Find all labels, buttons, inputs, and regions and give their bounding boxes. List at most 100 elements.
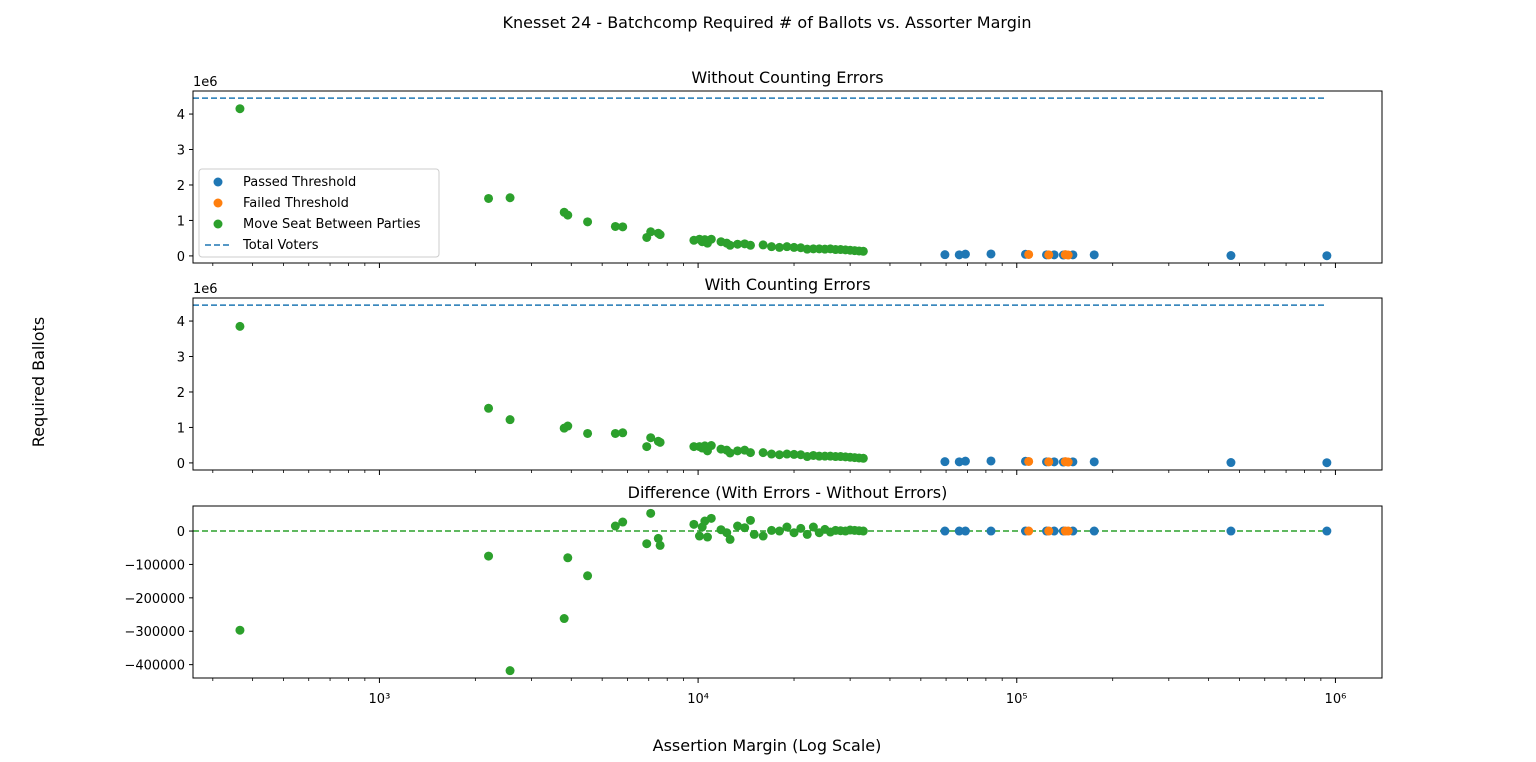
point-passed [954,526,964,536]
point-failed [1063,526,1073,536]
y-tick-label: 4 [177,315,185,330]
point-move [725,534,735,544]
y-tick-label: −200000 [124,592,185,607]
point-passed [960,249,970,259]
point-move [725,240,735,250]
point-move [583,571,593,581]
point-move [858,246,868,256]
point-move [642,442,652,452]
series-move [235,508,868,676]
panel-title: With Counting Errors [704,275,870,294]
point-failed [1044,457,1054,467]
series-move [235,104,868,256]
point-move [758,448,768,458]
point-move [505,666,515,676]
point-move [745,240,755,250]
point-move [758,531,768,541]
legend-label: Move Seat Between Parties [243,217,421,232]
legend-marker [213,177,223,187]
point-move [235,104,245,114]
point-move [758,240,768,250]
point-move [655,230,665,240]
point-move [563,421,573,431]
plot-frame [192,505,1383,679]
legend-marker [213,219,223,229]
panel-1: Without Counting Errors 1e6 0 1 2 3 4 Passed Th… [177,68,1383,268]
point-move [618,517,628,527]
point-passed [1322,526,1332,536]
point-move [583,428,593,438]
point-move [610,428,620,438]
y-tick-label: 1 [177,421,185,436]
point-move [655,540,665,550]
point-move [767,525,777,535]
panel-title: Without Counting Errors [691,68,883,87]
point-move [749,529,759,539]
point-failed [1024,456,1034,466]
x-ticks [212,678,1336,683]
point-failed [1044,526,1054,536]
point-failed [1024,249,1034,259]
legend-label: Failed Threshold [243,196,349,211]
series-passed [940,249,1332,261]
series-failed [1024,456,1073,467]
point-passed [940,526,950,536]
point-move [733,446,743,456]
point-move [782,522,792,532]
point-move [610,521,620,531]
point-move [767,242,777,252]
point-move [706,513,716,523]
legend: Passed Threshold Failed Threshold Move Sea… [198,168,440,258]
point-move [774,242,784,252]
series-passed [940,456,1332,468]
point-passed [986,526,996,536]
point-move [484,403,494,413]
point-move [802,529,812,539]
point-move [733,239,743,249]
legend-box [198,168,440,258]
point-move [505,193,515,203]
point-move [774,450,784,460]
point-move [740,523,750,533]
x-tick-label: 10⁵ [1006,692,1028,707]
point-move [725,448,735,458]
point-move [745,515,755,525]
legend-label: Passed Threshold [243,175,356,190]
point-move [646,508,656,518]
point-failed [1024,526,1034,536]
point-move [484,193,494,203]
panel-2: With Counting Errors 1e6 0 1 2 3 4 [177,275,1383,475]
x-tick-label: 10⁴ [687,692,709,707]
point-move [702,532,712,542]
point-passed [1226,458,1236,468]
point-move [484,551,494,561]
y-tick-label: 2 [177,179,185,194]
y-tick-label: 1 [177,214,185,229]
point-passed [1089,526,1099,536]
x-tick-label: 10⁶ [1325,692,1347,707]
point-move [789,242,799,252]
point-passed [1089,250,1099,260]
point-move [689,519,699,529]
point-passed [960,456,970,466]
y-tick-label: 2 [177,386,185,401]
point-move [559,614,569,624]
point-passed [1089,457,1099,467]
point-passed [1226,251,1236,261]
point-failed [1044,250,1054,260]
point-move [789,528,799,538]
point-move [646,227,656,237]
panel-title: Difference (With Errors - Without Errors… [628,483,948,502]
point-passed [960,526,970,536]
point-move [235,625,245,635]
point-move [655,437,665,447]
y-axis-label: Required Ballots [29,317,48,447]
point-move [767,449,777,459]
point-passed [1322,458,1332,468]
x-tick-label: 10³ [369,692,391,707]
x-ticks [212,470,1336,475]
x-axis-label: Assertion Margin (Log Scale) [653,736,882,755]
point-failed [1063,250,1073,260]
point-move [653,533,663,543]
point-move [563,553,573,563]
